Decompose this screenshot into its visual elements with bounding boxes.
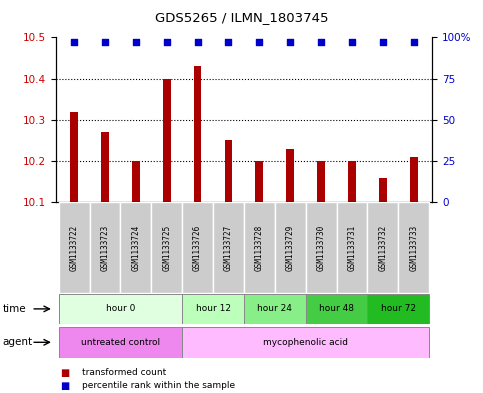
Point (256, 39, 263, 46)
Bar (368, 294, 429, 324)
Text: ■: ■ (60, 381, 70, 391)
Text: GSM1133730: GSM1133730 (317, 224, 326, 271)
Point (379, 39, 387, 46)
Text: hour 24: hour 24 (257, 305, 292, 313)
Point (194, 39, 201, 46)
Bar (70, 112, 78, 202)
Text: hour 12: hour 12 (196, 305, 230, 313)
Text: GSM1133723: GSM1133723 (100, 224, 110, 271)
Point (163, 39, 170, 46)
Bar (317, 161, 325, 202)
Text: percentile rank within the sample: percentile rank within the sample (82, 382, 235, 390)
Bar (379, 178, 387, 202)
Text: GSM1133724: GSM1133724 (131, 224, 141, 271)
Bar (337, 202, 368, 293)
Text: GSM1133728: GSM1133728 (255, 224, 264, 271)
Bar (151, 202, 182, 293)
Bar (182, 327, 429, 358)
Bar (120, 202, 151, 293)
Bar (58, 202, 89, 293)
Text: GSM1133725: GSM1133725 (162, 224, 171, 271)
Text: GSM1133729: GSM1133729 (286, 224, 295, 271)
Bar (101, 132, 109, 202)
Bar (58, 294, 182, 324)
Bar (182, 202, 213, 293)
Bar (58, 327, 182, 358)
Bar (398, 202, 429, 293)
Point (410, 39, 418, 46)
Text: mycophenolic acid: mycophenolic acid (263, 338, 348, 347)
Text: GSM1133727: GSM1133727 (224, 224, 233, 271)
Bar (225, 140, 232, 202)
Text: ■: ■ (60, 367, 70, 378)
Text: time: time (2, 304, 26, 314)
Text: transformed count: transformed count (82, 368, 166, 377)
Text: hour 48: hour 48 (319, 305, 354, 313)
Text: agent: agent (2, 337, 32, 347)
Bar (244, 294, 306, 324)
Point (132, 39, 140, 46)
Bar (368, 202, 398, 293)
Bar (348, 161, 356, 202)
Point (225, 39, 232, 46)
Point (70, 39, 78, 46)
Bar (89, 202, 120, 293)
Point (348, 39, 356, 46)
Point (286, 39, 294, 46)
Text: GSM1133733: GSM1133733 (409, 224, 418, 271)
Bar (275, 202, 306, 293)
Bar (244, 202, 275, 293)
Point (317, 39, 325, 46)
Point (101, 39, 109, 46)
Bar (213, 202, 244, 293)
Text: untreated control: untreated control (81, 338, 160, 347)
Bar (306, 294, 368, 324)
Bar (306, 202, 337, 293)
Text: GSM1133731: GSM1133731 (347, 224, 356, 271)
Text: GSM1133732: GSM1133732 (378, 224, 387, 271)
Bar (256, 161, 263, 202)
Bar (182, 294, 244, 324)
Text: GSM1133726: GSM1133726 (193, 224, 202, 271)
Text: GSM1133722: GSM1133722 (70, 224, 79, 271)
Bar (163, 79, 170, 202)
Bar (410, 157, 418, 202)
Text: hour 72: hour 72 (381, 305, 416, 313)
Text: hour 0: hour 0 (106, 305, 135, 313)
Bar (132, 161, 140, 202)
Text: GDS5265 / ILMN_1803745: GDS5265 / ILMN_1803745 (155, 11, 328, 24)
Bar (286, 149, 294, 202)
Bar (194, 66, 201, 202)
